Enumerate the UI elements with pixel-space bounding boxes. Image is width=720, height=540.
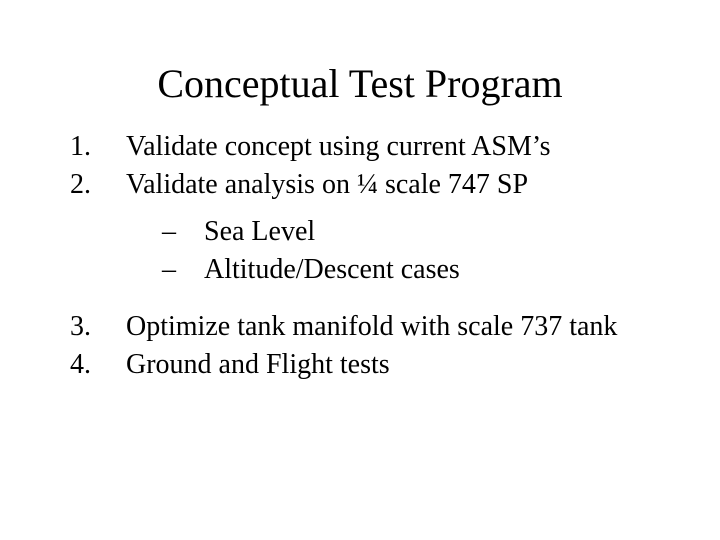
slide-title: Conceptual Test Program <box>0 0 720 129</box>
list-text: Optimize tank manifold with scale 737 ta… <box>126 309 660 345</box>
list-item: 2. Validate analysis on ¼ scale 747 SP <box>70 167 660 203</box>
list-text: Validate analysis on ¼ scale 747 SP <box>126 167 660 203</box>
list-number: 1. <box>70 129 126 165</box>
list-item: 4. Ground and Flight tests <box>70 347 660 383</box>
sub-list-item: – Altitude/Descent cases <box>162 252 660 288</box>
list-number: 2. <box>70 167 126 203</box>
slide: Conceptual Test Program 1. Validate conc… <box>0 0 720 540</box>
sub-text: Sea Level <box>204 214 660 250</box>
list-text: Validate concept using current ASM’s <box>126 129 660 165</box>
list-number: 3. <box>70 309 126 345</box>
list-item: 1. Validate concept using current ASM’s <box>70 129 660 165</box>
sub-bullet: – <box>162 252 204 288</box>
main-list: 1. Validate concept using current ASM’s … <box>0 129 720 383</box>
sub-text: Altitude/Descent cases <box>204 252 660 288</box>
list-continuation: 3. Optimize tank manifold with scale 737… <box>70 305 660 384</box>
sub-bullet: – <box>162 214 204 250</box>
list-number: 4. <box>70 347 126 383</box>
list-text: Ground and Flight tests <box>126 347 660 383</box>
list-item: 3. Optimize tank manifold with scale 737… <box>70 309 660 345</box>
sub-list: – Sea Level – Altitude/Descent cases <box>70 206 660 305</box>
sub-list-item: – Sea Level <box>162 214 660 250</box>
